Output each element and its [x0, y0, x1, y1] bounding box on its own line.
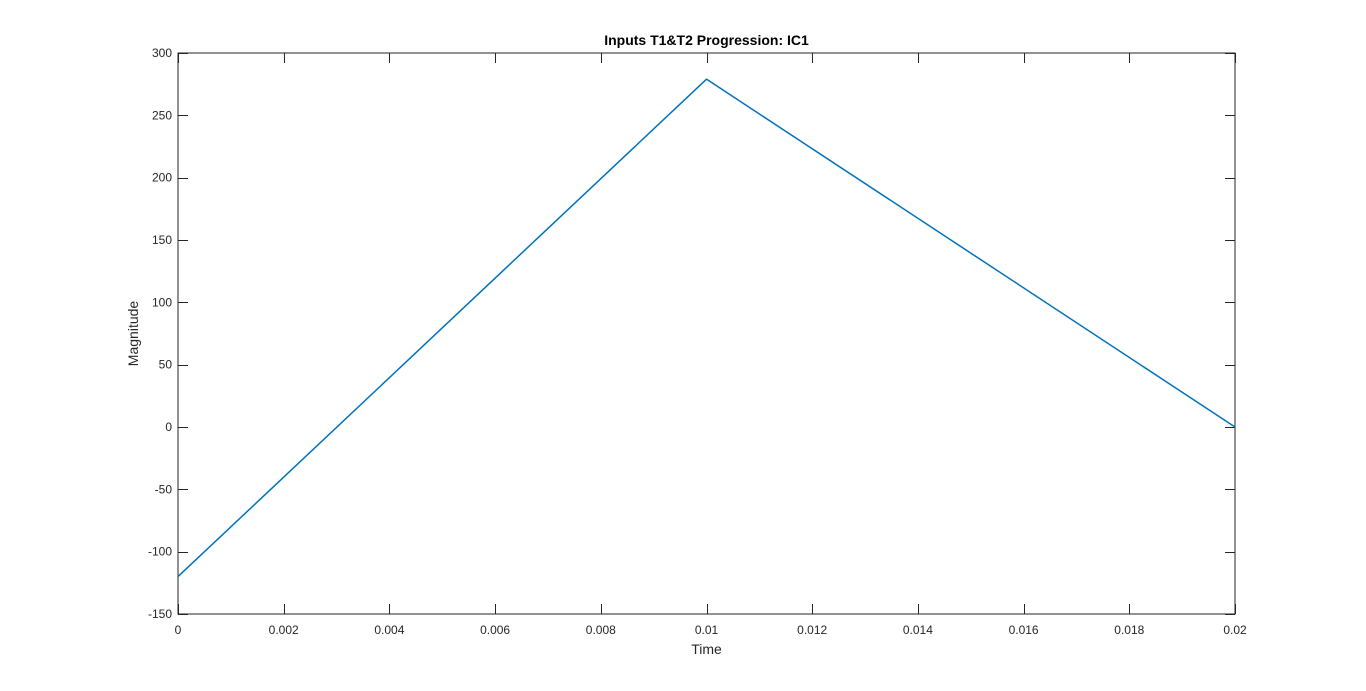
x-tick-labels: 0 0.002 0.004 0.006 0.008 0.01 0.012 0.014 0.016… [175, 623, 1247, 637]
series-line-1 [177, 78, 1236, 578]
series-layer [177, 78, 1236, 578]
y-tick-labels: -150 -100 -50 0 50 100 150 200 250 300 [148, 46, 172, 621]
y-tick-label: -150 [148, 607, 172, 621]
x-tick-label: 0.008 [586, 623, 616, 637]
y-tick-label: -100 [148, 545, 172, 559]
x-tick-label: 0.01 [695, 623, 719, 637]
y-axis-label: Magnitude [125, 301, 141, 367]
y-tick-label: 300 [152, 46, 172, 60]
y-tick-label: 200 [152, 171, 172, 185]
x-tick-label: 0.016 [1009, 623, 1039, 637]
x-tick-label: 0.006 [480, 623, 510, 637]
x-tick-label: 0.014 [903, 623, 933, 637]
plot-area [177, 52, 1236, 615]
y-tick-label: 100 [152, 295, 172, 309]
x-tick-label: 0 [175, 623, 182, 637]
x-tick-label: 0.002 [269, 623, 299, 637]
y-tick-label: 150 [152, 233, 172, 247]
y-tick-label: -50 [155, 482, 173, 496]
y-tick-label: 0 [165, 420, 172, 434]
x-tick-label: 0.02 [1223, 623, 1247, 637]
x-tick-label: 0.004 [374, 623, 404, 637]
x-tick-label: 0.012 [797, 623, 827, 637]
tick-marks [178, 53, 1236, 615]
y-tick-label: 50 [159, 358, 173, 372]
x-tick-label: 0.018 [1114, 623, 1144, 637]
x-axis-label: Time [691, 641, 722, 657]
chart-title: Inputs T1&T2 Progression: IC1 [604, 32, 809, 48]
y-tick-label: 250 [152, 108, 172, 122]
